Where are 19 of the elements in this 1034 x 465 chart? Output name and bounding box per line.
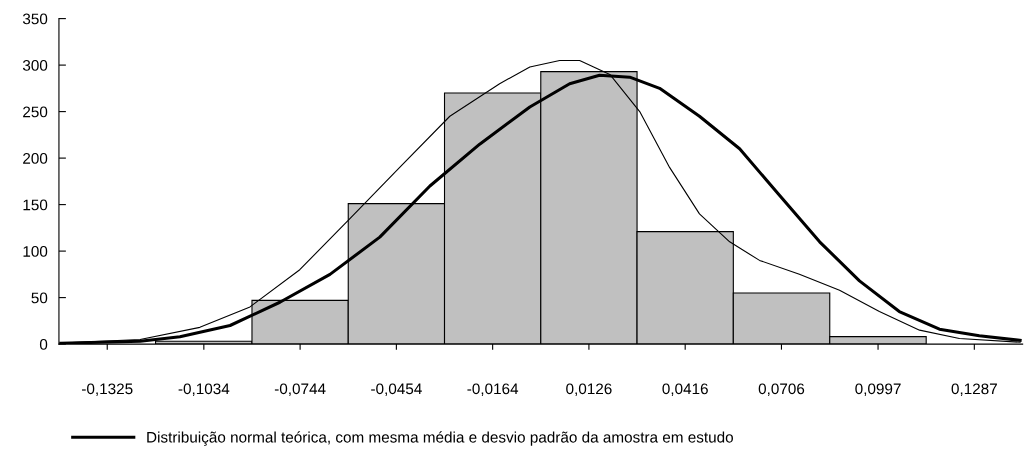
y-tick-label: 300 (22, 59, 48, 71)
x-tick-label: 0,0126 (566, 383, 612, 397)
x-tick-label: 0,0416 (662, 383, 708, 397)
y-tick-label: 100 (23, 245, 48, 257)
x-tick-label: -0,0744 (274, 383, 326, 397)
y-tick-label: 350 (22, 13, 48, 25)
x-tick-label: 0,0706 (758, 383, 805, 397)
x-tick-label: -0,0454 (371, 383, 422, 397)
y-tick-label: 250 (23, 106, 48, 118)
y-tick-label: 150 (23, 199, 48, 211)
y-tick-label: 50 (31, 292, 48, 304)
legend-label: Distribuição normal teórica, com mesma média e desvio padrão da amostra em estudo (147, 431, 733, 446)
x-tick-label: -0,0164 (467, 383, 519, 397)
x-tick-label: 0,1287 (951, 383, 997, 397)
x-tick-label: 0,0997 (855, 383, 901, 397)
x-tick-label: -0,1325 (82, 383, 133, 397)
x-tick-label: -0,1034 (178, 383, 230, 397)
y-tick-label: 0 (39, 338, 48, 350)
y-tick-label: 200 (23, 152, 48, 164)
